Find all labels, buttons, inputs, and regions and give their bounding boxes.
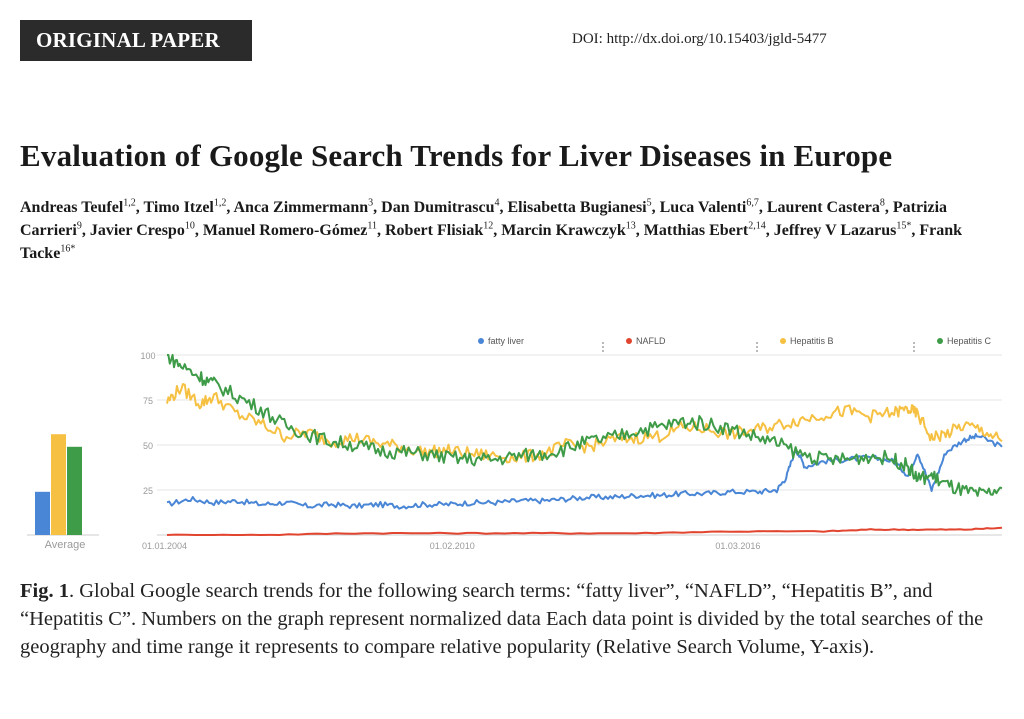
- legend-menu-icon: [913, 350, 915, 352]
- y-tick-label: 100: [140, 351, 155, 361]
- author-affiliation: 5: [646, 197, 652, 209]
- legend-menu-icon: [913, 346, 915, 348]
- author-name: Frank Tacke: [20, 222, 963, 262]
- legend-swatch: [780, 338, 786, 344]
- author-name: Jeffrey V Lazarus: [773, 222, 897, 239]
- author: Manuel Romero-Gómez11: [202, 220, 377, 239]
- author-affiliation: 16*: [60, 243, 76, 255]
- legend-swatch: [937, 338, 943, 344]
- legend-menu-icon: [756, 350, 758, 352]
- author-affiliation: 4: [494, 197, 500, 209]
- series-line-hepatitis-c: [167, 354, 1003, 497]
- figure-1: Average 100 75 50 25 01.01.2004 01.02.2010 01.0…: [15, 325, 1010, 555]
- author-affiliation: 3: [368, 197, 374, 209]
- legend-menu-icon: [602, 346, 604, 348]
- average-label: Average: [45, 539, 86, 551]
- author: Dan Dumitrascu4: [381, 197, 500, 216]
- legend-label: fatty liver: [488, 336, 524, 346]
- author-name: Javier Crespo: [89, 222, 185, 239]
- author-name: Andreas Teufel: [20, 199, 124, 216]
- article-type-badge: ORIGINAL PAPER: [20, 20, 252, 61]
- series-line-hepatitis-b: [166, 383, 1003, 464]
- figure-caption: Fig. 1. Global Google search trends for …: [20, 577, 1015, 661]
- legend-swatch: [626, 338, 632, 344]
- legend-menu-icon: [756, 346, 758, 348]
- legend-label: Hepatitis C: [947, 336, 992, 346]
- author-name: Manuel Romero-Gómez: [202, 222, 368, 239]
- author-affiliation: 13: [625, 220, 636, 232]
- y-tick-label: 75: [143, 396, 153, 406]
- author: Matthias Ebert2,14: [643, 220, 766, 239]
- y-tick-label: 25: [143, 486, 153, 496]
- legend-swatch: [478, 338, 484, 344]
- average-bar-hepatitis-b: [51, 434, 66, 535]
- series-line-nafld: [166, 526, 1003, 536]
- author: Andreas Teufel1,2: [20, 197, 136, 216]
- author-name: Matthias Ebert: [643, 222, 749, 239]
- author-affiliation: 1,2: [123, 197, 136, 209]
- author-name: Robert Flisiak: [385, 222, 484, 239]
- legend-label: Hepatitis B: [790, 336, 834, 346]
- author-name: Elisabetta Bugianesi: [507, 199, 647, 216]
- author: Anca Zimmermann3: [233, 197, 374, 216]
- author: Frank Tacke16*: [20, 222, 962, 262]
- author-affiliation: 15*: [896, 220, 912, 232]
- author-affiliation: 8: [879, 197, 885, 209]
- trends-chart: Average 100 75 50 25 01.01.2004 01.02.2010 01.0…: [27, 336, 1003, 551]
- average-bar-hepatitis-c: [67, 446, 82, 535]
- author: Jeffrey V Lazarus15*: [773, 220, 912, 239]
- author-affiliation: 1,2: [213, 197, 227, 209]
- caption-text: . Global Google search trends for the fo…: [20, 580, 984, 658]
- author-name: Timo Itzel: [143, 199, 214, 216]
- y-tick-label: 50: [143, 441, 153, 451]
- legend-menu-icon: [602, 342, 604, 344]
- author: Javier Crespo10: [89, 220, 195, 239]
- author: Marcin Krawczyk13: [501, 220, 636, 239]
- x-tick-label: 01.02.2010: [430, 541, 475, 551]
- x-tick-label: 01.03.2016: [715, 541, 760, 551]
- paper-title: Evaluation of Google Search Trends for L…: [20, 138, 893, 173]
- author-name: Luca Valenti: [659, 199, 747, 216]
- author-list: Andreas Teufel1,2, Timo Itzel1,2, Anca Z…: [20, 197, 963, 262]
- caption-label: Fig. 1: [20, 580, 69, 602]
- author: Laurent Castera8: [766, 197, 885, 216]
- author: Robert Flisiak12: [385, 220, 494, 239]
- series-line-fatty-liver: [166, 433, 1003, 510]
- author: Luca Valenti6,7: [659, 197, 759, 216]
- author-name: Dan Dumitrascu: [381, 199, 495, 216]
- author-name: Laurent Castera: [766, 199, 880, 216]
- doi-text: DOI: http://dx.doi.org/10.15403/jgld-547…: [572, 31, 827, 47]
- author: Timo Itzel1,2: [143, 197, 227, 216]
- legend-label: NAFLD: [636, 336, 666, 346]
- author-name: Anca Zimmermann: [233, 199, 369, 216]
- average-bar-fatty-liver: [35, 491, 50, 535]
- author-affiliation: 9: [76, 220, 82, 232]
- author-affiliation: 12: [483, 220, 494, 232]
- author-name: Marcin Krawczyk: [501, 222, 626, 239]
- x-tick-label: 01.01.2004: [142, 541, 187, 551]
- author-affiliation: 11: [367, 220, 377, 232]
- legend-menu-icon: [602, 350, 604, 352]
- author-name: Patrizia Carrieri: [20, 199, 948, 239]
- author-affiliation: 6,7: [746, 197, 759, 209]
- author: Elisabetta Bugianesi5: [507, 197, 652, 216]
- author-affiliation: 10: [184, 220, 195, 232]
- legend-menu-icon: [756, 342, 758, 344]
- legend-menu-icon: [913, 342, 915, 344]
- author-affiliation: 2,14: [748, 220, 766, 232]
- author: Patrizia Carrieri9: [20, 199, 947, 239]
